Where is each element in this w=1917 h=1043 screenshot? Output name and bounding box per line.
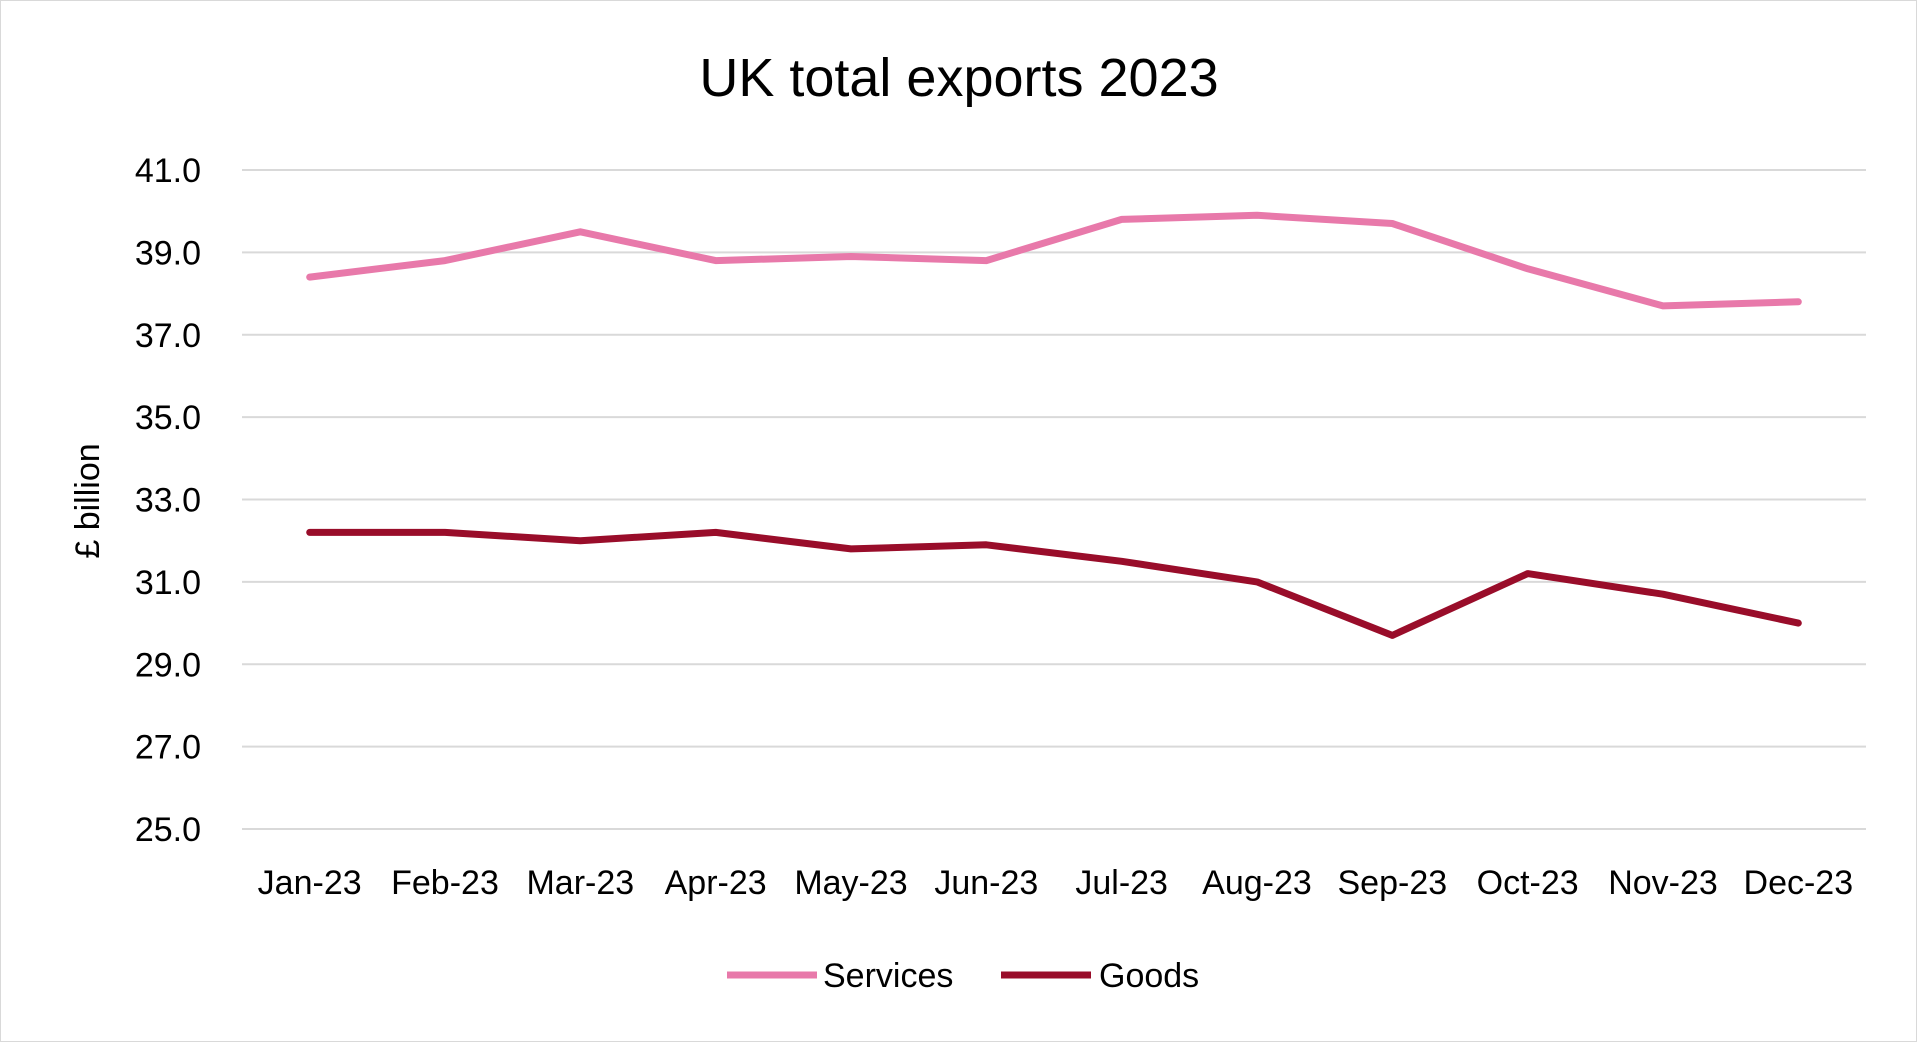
x-tick-label: Dec-23 <box>1744 864 1854 902</box>
x-tick-label: Aug-23 <box>1202 864 1312 902</box>
x-tick-label: Jul-23 <box>1075 864 1168 902</box>
x-tick-label: Sep-23 <box>1338 864 1448 902</box>
y-tick-label: 39.0 <box>135 234 201 272</box>
y-tick-label: 25.0 <box>135 811 201 849</box>
series-line-services <box>306 211 1802 310</box>
y-tick-label: 41.0 <box>135 152 201 190</box>
gridlines <box>242 169 1866 830</box>
legend: Services Goods <box>727 957 1199 995</box>
x-tick-label: Oct-23 <box>1477 864 1579 902</box>
y-tick-label: 33.0 <box>135 482 201 520</box>
x-tick-label: Nov-23 <box>1608 864 1718 902</box>
y-tick-label: 31.0 <box>135 564 201 602</box>
x-tick-label: May-23 <box>794 864 907 902</box>
y-axis-title: £ billion <box>69 443 107 558</box>
y-tick-label: 37.0 <box>135 317 201 355</box>
y-tick-label: 35.0 <box>135 399 201 437</box>
series-lines <box>306 211 1802 639</box>
y-axis-tick-labels: 25.0 27.0 29.0 31.0 33.0 35.0 37.0 39.0 41.0 <box>135 152 201 849</box>
x-tick-label: Feb-23 <box>391 864 499 902</box>
y-tick-label: 29.0 <box>135 646 201 684</box>
chart-title: UK total exports 2023 <box>699 48 1218 108</box>
x-tick-label: Jan-23 <box>258 864 362 902</box>
y-tick-label: 27.0 <box>135 729 201 767</box>
legend-label-goods: Goods <box>1099 957 1199 995</box>
x-tick-label: Apr-23 <box>665 864 767 902</box>
x-tick-label: Mar-23 <box>526 864 634 902</box>
x-axis-tick-labels: Jan-23 Feb-23 Mar-23 Apr-23 May-23 Jun-23 Jul-… <box>258 864 1853 902</box>
legend-label-services: Services <box>823 957 953 995</box>
x-tick-label: Jun-23 <box>934 864 1038 902</box>
series-line-goods <box>306 528 1802 639</box>
